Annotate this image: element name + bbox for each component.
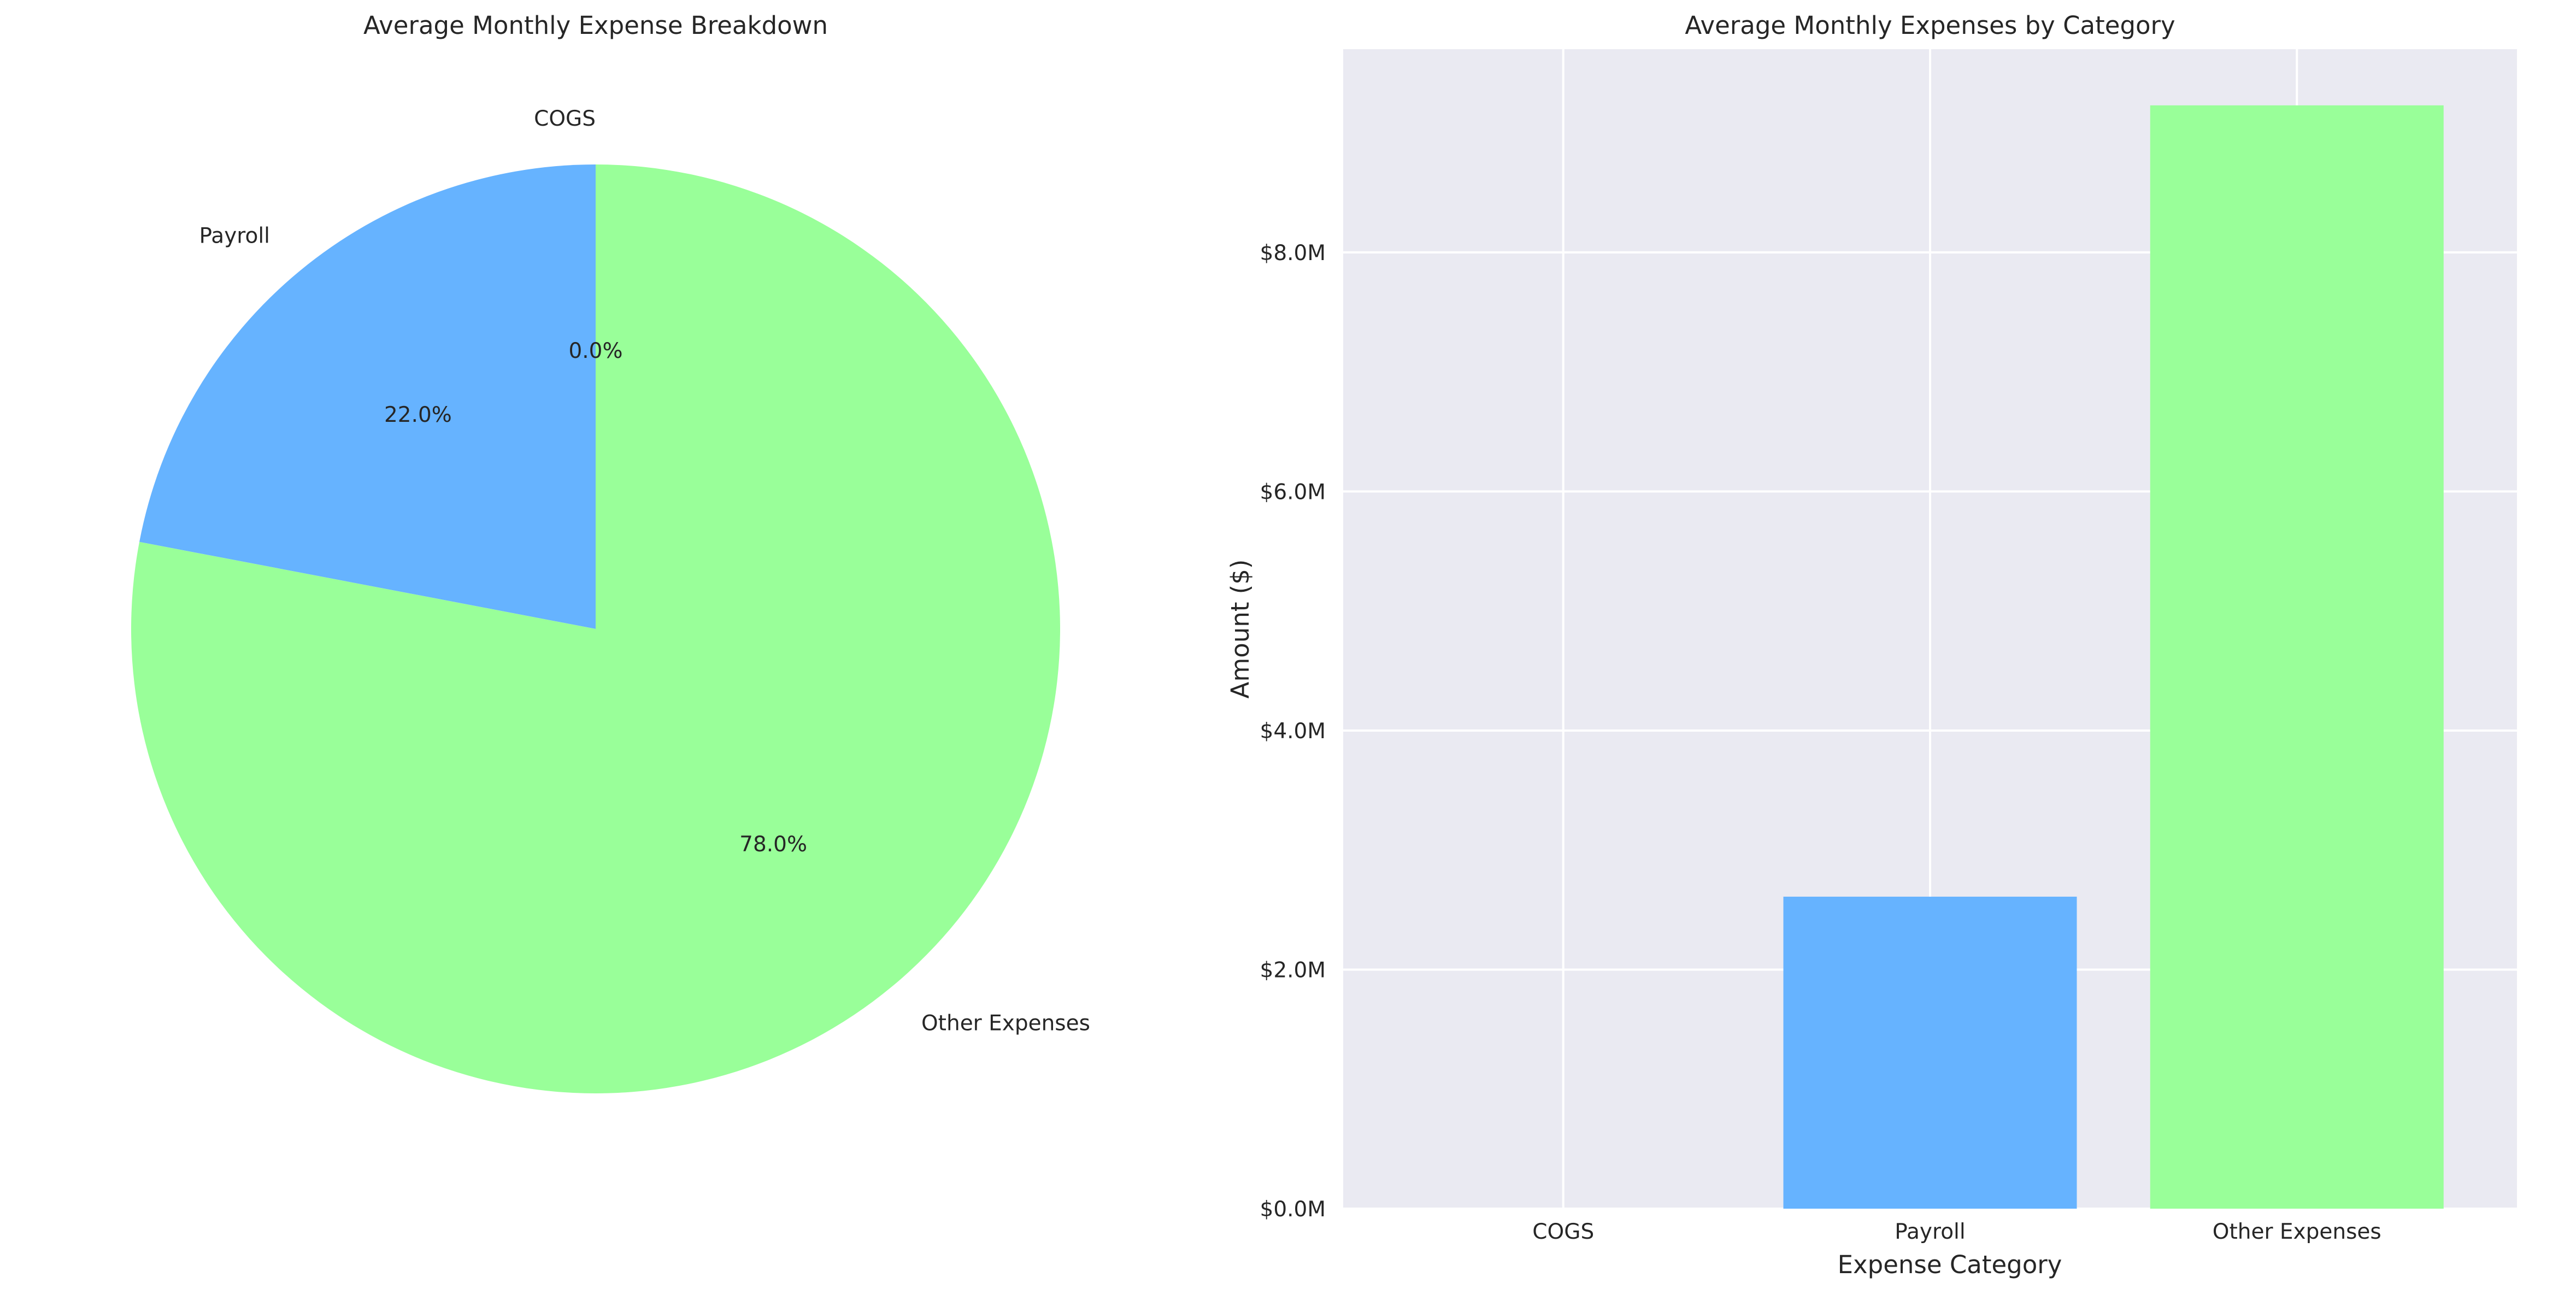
bar-other-expenses (2150, 105, 2444, 1209)
pie-labels: COGS 0.0% Payroll 22.0% Other Expenses 78.0% (199, 107, 1090, 1035)
pie-slice-other-expenses (131, 164, 1060, 1093)
pie-title: Average Monthly Expense Breakdown (363, 11, 828, 40)
y-tick-label: $2.0M (1260, 958, 1326, 982)
bar-payroll (1783, 897, 2077, 1209)
pie-label-other-expenses: Other Expenses (921, 1011, 1090, 1035)
y-axis-label: Amount ($) (1226, 560, 1255, 699)
x-tick-label-cogs: COGS (1532, 1220, 1594, 1244)
y-tick-label: $8.0M (1260, 241, 1326, 266)
y-tick-label: $4.0M (1260, 719, 1326, 744)
bar-chart: Average Monthly Expenses by Category $0.… (1226, 11, 2517, 1279)
y-tick-labels: $0.0M $2.0M $4.0M $6.0M $8.0M (1260, 241, 1326, 1222)
pie-pct-label-other-expenses: 78.0% (739, 832, 807, 857)
x-tick-labels: COGS Payroll Other Expenses (1532, 1220, 2381, 1244)
x-tick-label-payroll: Payroll (1895, 1220, 1965, 1244)
pie-slices (131, 164, 1060, 1093)
pie-label-cogs: COGS (534, 107, 596, 131)
bars (1783, 105, 2444, 1209)
x-tick-label-other-expenses: Other Expenses (2213, 1220, 2381, 1244)
y-tick-label: $0.0M (1260, 1197, 1326, 1222)
pie-pct-label-payroll: 22.0% (384, 403, 452, 427)
pie-pct-label-cogs: 0.0% (568, 339, 622, 363)
bar-title: Average Monthly Expenses by Category (1685, 11, 2175, 40)
pie-label-payroll: Payroll (199, 224, 270, 249)
y-tick-label: $6.0M (1260, 480, 1326, 504)
pie-slice-payroll (139, 164, 596, 629)
x-axis-label: Expense Category (1838, 1250, 2062, 1279)
pie-chart: Average Monthly Expense Breakdown COGS 0.… (131, 11, 1090, 1093)
